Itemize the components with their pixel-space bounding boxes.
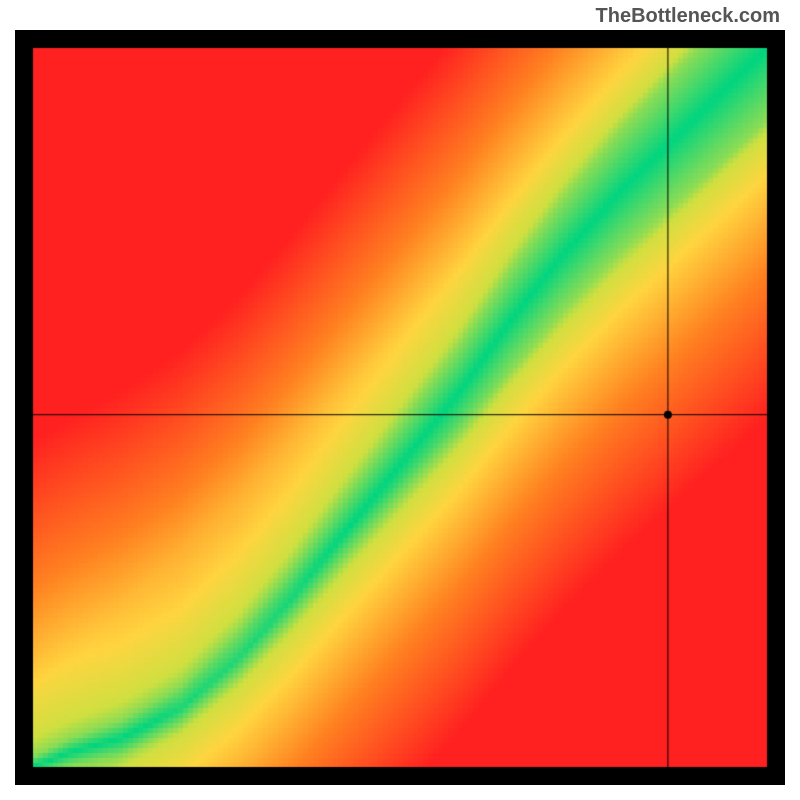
watermark-text: TheBottleneck.com	[596, 5, 780, 28]
heatmap-canvas	[15, 30, 785, 785]
heatmap-chart	[15, 30, 785, 785]
